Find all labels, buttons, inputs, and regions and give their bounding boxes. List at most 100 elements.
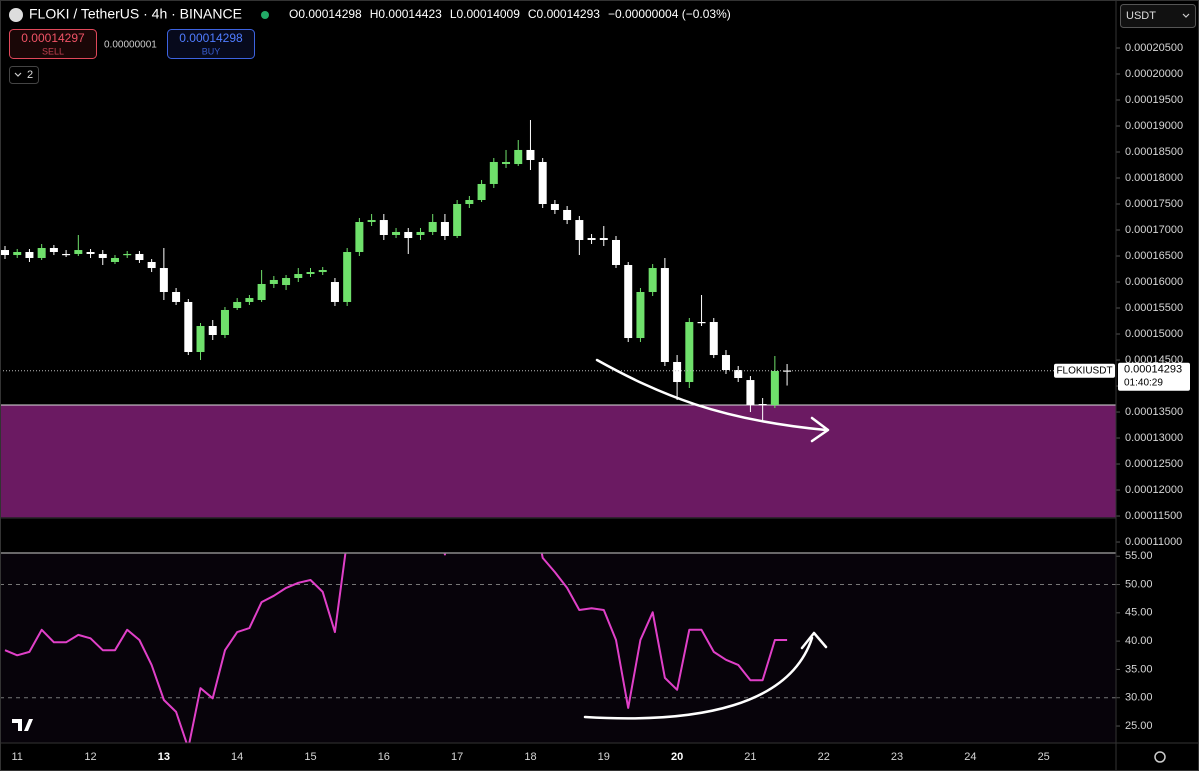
candle-body [159, 268, 168, 292]
candle-body [697, 322, 706, 324]
x-tick-label: 24 [964, 751, 976, 763]
y-tick-label: 0.00016000 [1125, 276, 1183, 288]
candle-body [110, 257, 119, 262]
symbol-tag [1054, 363, 1115, 378]
x-tick-label: 18 [524, 751, 536, 763]
candle-body [367, 220, 376, 223]
logo [12, 719, 33, 731]
candle-body [86, 252, 95, 254]
y-tick-label: 55.00 [1125, 550, 1153, 562]
candle-body [318, 269, 327, 273]
candle-body [477, 183, 486, 201]
y-tick-label: 25.00 [1125, 720, 1153, 732]
y-tick-label: 0.00015500 [1125, 302, 1183, 314]
rsi-pane [0, 553, 1116, 743]
support-zone [0, 404, 1116, 519]
x-tick-label: 16 [378, 751, 390, 763]
y-tick-label: 30.00 [1125, 692, 1153, 704]
candle-body [721, 355, 730, 371]
candle-body [123, 253, 132, 256]
y-tick-label: 40.00 [1125, 635, 1153, 647]
candle-body [734, 370, 743, 379]
y-tick-label: 45.00 [1125, 607, 1153, 619]
candle-body [172, 291, 181, 302]
arrow-head [810, 416, 830, 443]
x-tick-label: 11 [12, 751, 23, 763]
candle-body [245, 298, 254, 302]
candle-body [269, 279, 278, 284]
candle-body [184, 301, 193, 353]
candle-body [673, 361, 682, 383]
candle-body [294, 274, 303, 279]
rsi-pane-content [0, 553, 1116, 743]
currency: USDT [1126, 10, 1156, 22]
sell-button[interactable] [9, 29, 97, 59]
price-tag-text: 0.00014293 [1124, 364, 1182, 376]
candle-body [282, 278, 291, 286]
x-tick-label: 21 [744, 751, 756, 763]
indicator-count: 2 [27, 69, 33, 81]
y-tick-label: 0.00017500 [1125, 198, 1183, 210]
arrow-rsi [583, 636, 814, 720]
candle-body [416, 231, 425, 236]
candle-body [648, 268, 657, 292]
y-tick-label: 0.00013500 [1125, 406, 1183, 418]
y-tick-label: 0.00011000 [1125, 536, 1182, 548]
status-dot [261, 11, 269, 19]
ohlc-value: O0.00014298 [289, 7, 362, 21]
candle-body [587, 238, 596, 240]
x-tick-label: 22 [818, 751, 830, 763]
y-tick-label: 0.00020500 [1125, 42, 1183, 54]
candle-body [13, 252, 22, 256]
sell-price: 0.00014297 [21, 31, 85, 45]
y-tick-label: 0.00018500 [1125, 146, 1183, 158]
symbol-tag-text: FLOKIUSDT [1056, 365, 1112, 376]
arrow-head [800, 631, 828, 650]
x-tick-label: 25 [1038, 751, 1050, 763]
candle-body [135, 253, 144, 261]
candle-body [612, 239, 620, 266]
candle-body [636, 291, 645, 339]
arrow-price [595, 358, 828, 432]
y-tick-label: 0.00011500 [1125, 510, 1182, 522]
y-tick-label: 0.00020000 [1125, 68, 1183, 80]
x-tick-label: 17 [451, 751, 463, 763]
spread: 0.00000001 [104, 40, 157, 51]
candle-body [709, 322, 718, 356]
candle-body [196, 326, 205, 353]
y-tick-label: 0.00019000 [1125, 120, 1183, 132]
sell-label: SELL [42, 46, 64, 56]
x-tick-label: 15 [304, 751, 316, 763]
rsi-line [4, 553, 788, 743]
candle-body [98, 253, 107, 258]
currency-select[interactable] [1120, 4, 1196, 28]
ohlc-value: L0.00014009 [450, 7, 520, 21]
x-tick-label: 19 [598, 751, 610, 763]
ohlc-value: C0.00014293 [528, 7, 600, 21]
ohlc: O0.00014298 H0.00014423 L0.00014009 C0.0001… [289, 7, 731, 21]
candle-body [453, 204, 462, 236]
candle-body [440, 222, 449, 236]
symbol-icon [9, 8, 23, 22]
candle-body [25, 252, 34, 258]
candle-body [465, 200, 474, 205]
x-tick-label: 20 [671, 751, 683, 763]
candle-body [428, 222, 437, 232]
candle-body [392, 231, 401, 236]
x-tick-label: 12 [84, 751, 96, 763]
settings-icon[interactable] [1154, 751, 1166, 763]
candle-body [257, 283, 266, 301]
buy-label: BUY [202, 46, 221, 56]
y-tick-label: 0.00012500 [1125, 458, 1183, 470]
buy-button[interactable] [167, 29, 255, 59]
candle-body [49, 248, 58, 253]
x-tick-label: 23 [891, 751, 903, 763]
candle-body [770, 370, 779, 405]
candle-body [563, 209, 572, 221]
indicator-toggle[interactable] [9, 66, 39, 84]
candle-body [37, 248, 46, 258]
candle-body [550, 204, 559, 210]
price-pane [0, 120, 1116, 519]
candle-body [1, 250, 9, 256]
